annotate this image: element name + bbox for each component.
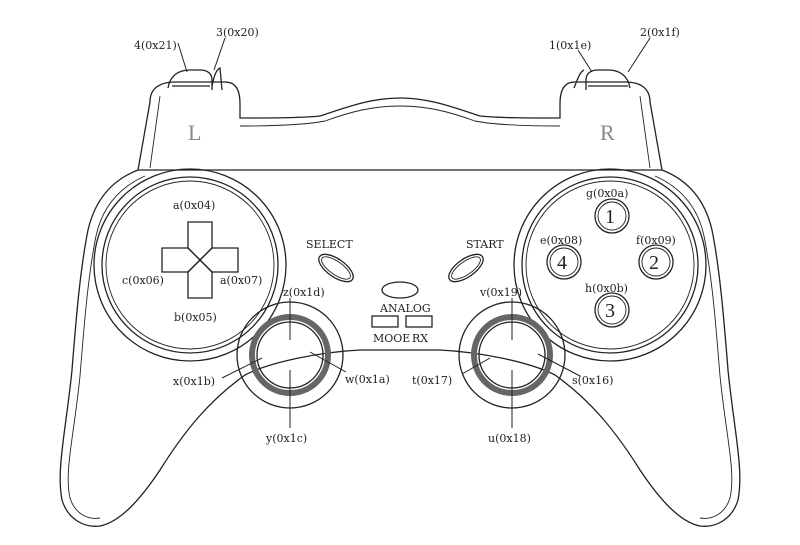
- shoulder-label-right-outer: 2(0x1f): [640, 26, 680, 39]
- dpad-down-label: b(0x05): [174, 311, 217, 324]
- left-trigger-outer: [167, 69, 213, 90]
- dpad-right-arrow-icon: [199, 247, 213, 273]
- face-button-3-number: 3: [605, 300, 615, 322]
- shoulder-label-left-outer: 4(0x21): [134, 39, 177, 52]
- face-button-4-code: e(0x08): [540, 234, 582, 247]
- right-trigger-inner: [585, 69, 631, 90]
- select-label: SELECT: [306, 238, 353, 251]
- left-grip-outer: [93, 168, 287, 362]
- dpad-well: [101, 176, 279, 354]
- right-shoulder-buttons: [573, 69, 631, 90]
- face-button-3-code: h(0x0b): [585, 282, 628, 295]
- left-shoulder-buttons: [167, 66, 223, 91]
- analog-label: ANALOG: [379, 302, 431, 315]
- dpad-up-label: a(0x04): [173, 199, 215, 212]
- dpad: [161, 221, 239, 299]
- right-shoulder-letter: R: [600, 120, 615, 145]
- left-stick-right-label: w(0x1a): [345, 373, 390, 386]
- select-button: [318, 253, 354, 283]
- left-stick-up-label: z(0x1d): [283, 286, 325, 299]
- left-trigger-inner: [211, 66, 223, 91]
- dpad-down-arrow-icon: [187, 259, 213, 273]
- rx-led: [405, 315, 433, 328]
- face-button-1-number: 1: [605, 206, 615, 228]
- top-plate: [149, 81, 663, 171]
- left-shoulder-letter: L: [188, 120, 201, 145]
- shoulder-label-left-inner: 3(0x20): [216, 26, 259, 39]
- analog-button: [381, 281, 419, 299]
- right-stick-right-label: s(0x16): [572, 374, 613, 387]
- right-stick-up-label: v(0x19): [479, 286, 522, 299]
- dpad-right-label: a(0x07): [220, 274, 262, 287]
- face-button-4: [546, 244, 582, 280]
- dpad-left-arrow-icon: [187, 247, 201, 273]
- shoulder-label-right-inner: 1(0x1e): [549, 39, 591, 52]
- controller-body: [59, 169, 741, 527]
- right-stick-down-label: u(0x18): [488, 432, 531, 445]
- face-button-4-number: 4: [557, 252, 567, 274]
- dpad-up-arrow-icon: [187, 247, 213, 261]
- face-button-2-code: f(0x09): [636, 234, 676, 247]
- face-button-1-code: g(0x0a): [586, 187, 628, 200]
- mode-led: [371, 315, 399, 328]
- mode-label: MOOE: [373, 332, 410, 345]
- right-stick-left-label: t(0x17): [412, 374, 452, 387]
- face-button-2: [638, 244, 674, 280]
- rx-label: RX: [412, 332, 428, 345]
- dpad-left-label: c(0x06): [122, 274, 164, 287]
- face-button-3: [594, 292, 630, 328]
- start-label: START: [466, 238, 504, 251]
- left-stick-left-label: x(0x1b): [173, 375, 215, 388]
- face-button-1: [594, 198, 630, 234]
- face-button-well: [521, 176, 699, 354]
- left-stick-down-label: y(0x1c): [265, 432, 307, 445]
- right-grip-outer: [513, 168, 707, 362]
- start-button: [448, 253, 484, 283]
- leader-lines: [177, 37, 651, 428]
- right-trigger-outer: [573, 69, 585, 89]
- face-button-2-number: 2: [649, 252, 659, 274]
